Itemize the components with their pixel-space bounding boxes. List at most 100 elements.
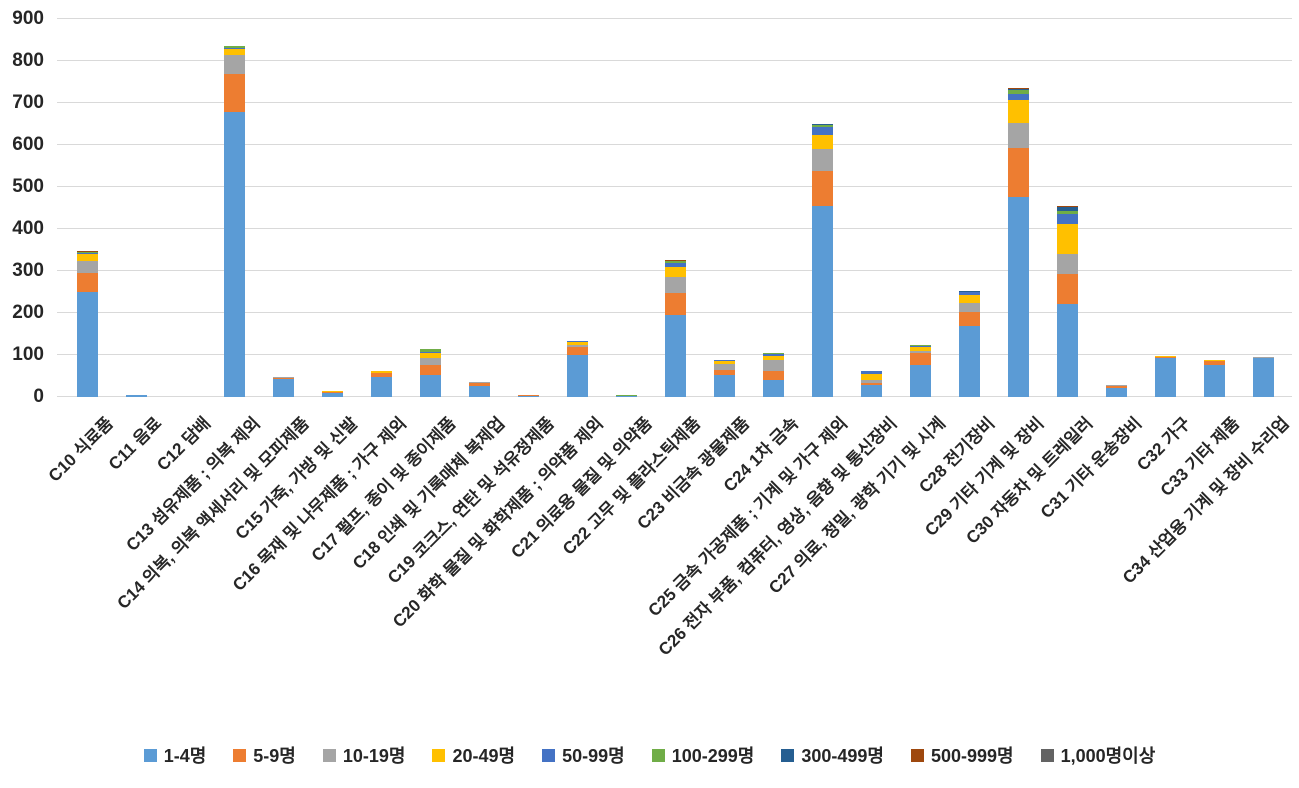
bar-segment [861, 382, 882, 386]
bar-c16 [371, 370, 392, 397]
bar-segment [224, 73, 245, 113]
bar-segment [469, 382, 490, 384]
bar-segment [665, 262, 686, 268]
legend-label: 100-299명 [671, 746, 755, 766]
legend-swatch-icon [233, 748, 247, 762]
bar-segment [1008, 196, 1029, 397]
bar-segment [224, 48, 245, 56]
bar-segment [665, 267, 686, 278]
gridline [57, 228, 1292, 229]
legend-item: 100-299명 [651, 742, 755, 768]
bar-segment [959, 292, 980, 295]
bar-segment [77, 273, 98, 292]
bar-segment [1008, 88, 1029, 90]
bar-c15 [322, 390, 343, 397]
bar-segment [273, 379, 294, 397]
legend-item: 500-999명 [910, 742, 1014, 768]
bar-segment [420, 357, 441, 366]
bar-segment [1204, 360, 1225, 365]
bar-segment [1008, 148, 1029, 197]
bar-segment [763, 370, 784, 381]
legend-label: 20-49명 [452, 746, 516, 766]
bar-segment [567, 347, 588, 355]
bar-segment [959, 303, 980, 312]
legend: 1-4명 5-9명 10-19명 20-49명 50-99명 100-299명 300-49… [0, 742, 1299, 768]
bar-c25 [812, 124, 833, 397]
gridline [57, 60, 1292, 61]
bar-segment [763, 352, 784, 354]
bar-segment [861, 373, 882, 381]
bar-segment [77, 252, 98, 254]
y-axis-tick: 200 [12, 302, 44, 323]
bar-c20 [567, 341, 588, 397]
bar-segment [126, 394, 147, 397]
plot-area [57, 18, 1292, 397]
bar-segment [1204, 364, 1225, 397]
bar-c19 [518, 394, 539, 397]
y-axis-tick: 600 [12, 134, 44, 155]
bar-segment [518, 394, 539, 397]
bar-segment [1057, 207, 1078, 211]
legend-item: 5-9명 [233, 742, 296, 768]
bar-segment [77, 250, 98, 252]
legend-swatch-icon [910, 748, 924, 762]
bar-segment [910, 350, 931, 354]
bar-segment [910, 346, 931, 351]
bar-segment [1106, 388, 1127, 397]
bar-segment [665, 292, 686, 315]
bar-segment [959, 325, 980, 397]
bar-segment [322, 393, 343, 397]
bar-segment [224, 46, 245, 48]
bar-c27 [910, 344, 931, 397]
bar-c22 [665, 259, 686, 397]
bar-segment [469, 383, 490, 387]
bar-segment [1057, 304, 1078, 397]
bar-segment [861, 370, 882, 374]
bar-c23 [714, 360, 735, 397]
bar-segment [910, 365, 931, 397]
bar-segment [1057, 210, 1078, 214]
bar-segment [1008, 122, 1029, 149]
bar-segment [1008, 93, 1029, 101]
bar-segment [1253, 358, 1274, 397]
bar-segment [1057, 253, 1078, 274]
legend-item: 1-4명 [143, 742, 206, 768]
bar-segment [665, 277, 686, 293]
y-axis-tick: 500 [12, 176, 44, 197]
legend-item: 300-499명 [781, 742, 884, 768]
bar-segment [224, 55, 245, 74]
bar-segment [763, 380, 784, 397]
bar-c33 [1204, 360, 1225, 397]
bar-segment [665, 314, 686, 397]
bar-segment [812, 171, 833, 206]
bar-segment [763, 353, 784, 357]
legend-label: 5-9명 [253, 746, 296, 766]
bar-c11 [126, 394, 147, 397]
bar-segment [1008, 89, 1029, 91]
bar-segment [714, 375, 735, 397]
bar-segment [224, 47, 245, 49]
y-axis-tick: 300 [12, 260, 44, 281]
bar-segment [1155, 357, 1176, 359]
bar-segment [665, 259, 686, 261]
gridline [57, 144, 1292, 145]
legend-label: 300-499명 [801, 746, 884, 766]
bar-segment [812, 134, 833, 150]
bar-c24 [763, 352, 784, 397]
bar-segment [1155, 358, 1176, 397]
legend-swatch-icon [651, 748, 665, 762]
gridline [57, 102, 1292, 103]
bar-segment [1106, 385, 1127, 387]
bar-segment [322, 391, 343, 394]
bar-segment [812, 126, 833, 135]
bar-segment [77, 291, 98, 397]
legend-item: 1,000명이상 [1040, 742, 1155, 768]
bar-segment [910, 344, 931, 346]
bar-segment [959, 311, 980, 326]
bar-segment [910, 345, 931, 347]
bar-segment [763, 360, 784, 371]
bar-c34 [1253, 356, 1274, 397]
bar-segment [371, 373, 392, 377]
bar-segment [420, 365, 441, 376]
bar-segment [420, 348, 441, 352]
